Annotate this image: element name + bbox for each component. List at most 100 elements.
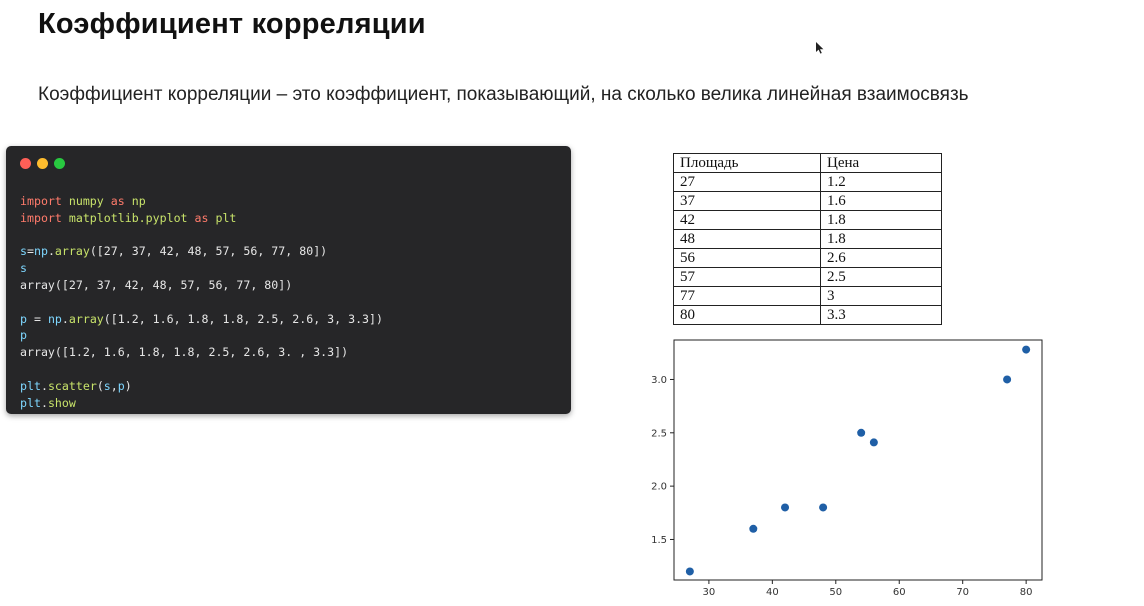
- code-token: ([1.2, 1.6, 1.8, 1.8, 2.5, 2.6, 3, 3.3]): [103, 311, 383, 326]
- x-tick-label: 60: [893, 587, 906, 598]
- code-token: ,: [110, 378, 118, 393]
- data-table: Площадь Цена 27 1.2 37 1.6 42 1.8 48 1.8…: [673, 153, 942, 325]
- code-token: import: [20, 194, 62, 208]
- code-token: s: [20, 261, 27, 276]
- table-cell: 42: [673, 210, 821, 230]
- window-controls: [20, 158, 65, 169]
- table-row: 37 1.6: [673, 191, 942, 211]
- table-cell: 80: [673, 305, 821, 325]
- code-line: import numpy as np: [20, 193, 383, 210]
- table-cell: 1.8: [820, 210, 942, 230]
- code-token: numpy: [61, 194, 111, 208]
- code-token: plt: [208, 210, 237, 225]
- code-block: import numpy as np import matplotlib.pypl…: [20, 193, 383, 411]
- table-header-cell: Площадь: [673, 153, 821, 173]
- table-cell: 27: [673, 172, 821, 192]
- zoom-dot-icon: [54, 158, 65, 169]
- code-token: array([1.2, 1.6, 1.8, 1.8, 2.5, 2.6, 3. …: [20, 345, 349, 360]
- slide-title: Коэффициент корреляции: [38, 8, 426, 40]
- table-cell: 37: [673, 191, 821, 211]
- code-token: p: [20, 328, 27, 343]
- code-line: [20, 227, 383, 244]
- code-token: plt: [20, 395, 41, 410]
- scatter-point: [685, 567, 694, 576]
- table-row: 77 3: [673, 286, 942, 306]
- table-cell: 1.2: [820, 172, 942, 192]
- scatter-point: [749, 524, 758, 533]
- y-tick-label: 3.0: [651, 375, 667, 386]
- table-row: 48 1.8: [673, 229, 942, 249]
- code-window: import numpy as np import matplotlib.pypl…: [6, 146, 571, 414]
- code-token: .: [40, 378, 48, 393]
- scatter-point: [1003, 375, 1012, 384]
- code-token: s: [103, 378, 111, 393]
- table-cell: 1.8: [820, 229, 942, 249]
- table-cell: 2.5: [820, 267, 942, 287]
- table-row: 57 2.5: [673, 267, 942, 287]
- table-cell: 77: [673, 286, 821, 306]
- scatter-point: [1022, 345, 1031, 354]
- code-token: show: [47, 395, 76, 410]
- table-row: 27 1.2: [673, 172, 942, 192]
- mouse-cursor-icon: [816, 42, 824, 54]
- code-line: s=np.array([27, 37, 42, 48, 57, 56, 77, …: [20, 243, 383, 260]
- code-token: np: [124, 194, 146, 208]
- y-tick-label: 1.5: [651, 535, 667, 546]
- table-row: 42 1.8: [673, 210, 942, 230]
- table-header-row: Площадь Цена: [673, 153, 942, 173]
- code-token: np: [47, 311, 62, 326]
- close-dot-icon: [20, 158, 31, 169]
- code-token: s: [20, 244, 27, 259]
- code-token: as: [194, 210, 209, 225]
- minimize-dot-icon: [37, 158, 48, 169]
- table-cell: 48: [673, 229, 821, 249]
- table-row: 56 2.6: [673, 248, 942, 268]
- x-tick-label: 50: [829, 587, 842, 598]
- table-cell: 2.6: [820, 248, 942, 268]
- code-token: .: [61, 311, 69, 326]
- table-header-cell: Цена: [820, 153, 942, 173]
- code-line: [20, 294, 383, 311]
- table-cell: 1.6: [820, 191, 942, 211]
- code-token: array: [54, 244, 90, 259]
- slide-subtitle: Коэффициент корреляции – это коэффициент…: [38, 84, 969, 105]
- code-line: [20, 361, 383, 378]
- code-token: p: [20, 311, 27, 326]
- scatter-point: [781, 503, 790, 512]
- code-line: array([1.2, 1.6, 1.8, 1.8, 2.5, 2.6, 3. …: [20, 344, 383, 361]
- table-row: 80 3.3: [673, 305, 942, 325]
- code-token: ([27, 37, 42, 48, 57, 56, 77, 80]): [89, 244, 328, 259]
- code-token: np: [33, 244, 48, 259]
- code-token: (: [96, 378, 104, 393]
- code-line: p = np.array([1.2, 1.6, 1.8, 1.8, 2.5, 2…: [20, 311, 383, 328]
- code-line: s: [20, 260, 383, 277]
- y-tick-label: 2.0: [651, 482, 667, 493]
- scatter-point: [857, 428, 866, 437]
- code-line: import matplotlib.pyplot as plt: [20, 210, 383, 227]
- code-token: p: [117, 378, 125, 393]
- code-token: .: [47, 244, 55, 259]
- code-token: .: [40, 395, 48, 410]
- y-tick-label: 2.5: [651, 428, 667, 439]
- code-token: =: [26, 244, 34, 259]
- code-line: array([27, 37, 42, 48, 57, 56, 77, 80]): [20, 277, 383, 294]
- code-token: =: [26, 311, 48, 326]
- table-cell: 57: [673, 267, 821, 287]
- code-token: plt: [20, 378, 41, 393]
- code-token: matplotlib.pyplot: [61, 210, 195, 225]
- table-cell: 3: [820, 286, 942, 306]
- table-cell: 3.3: [820, 305, 942, 325]
- code-token: array([27, 37, 42, 48, 57, 56, 77, 80]): [20, 277, 293, 292]
- scatter-point: [869, 438, 878, 447]
- code-token: as: [110, 194, 125, 208]
- code-line: plt.show: [20, 395, 383, 412]
- code-token: scatter: [47, 378, 97, 393]
- code-token: ): [124, 378, 132, 393]
- x-tick-label: 70: [956, 587, 969, 598]
- x-tick-label: 80: [1020, 587, 1033, 598]
- scatter-point: [819, 503, 828, 512]
- scatter-plot: 30 40 50 60 70 80 1.5 2.0 2.5 3.0: [651, 339, 1043, 598]
- code-line: plt.scatter(s,p): [20, 378, 383, 395]
- table-cell: 56: [673, 248, 821, 268]
- code-line: p: [20, 327, 383, 344]
